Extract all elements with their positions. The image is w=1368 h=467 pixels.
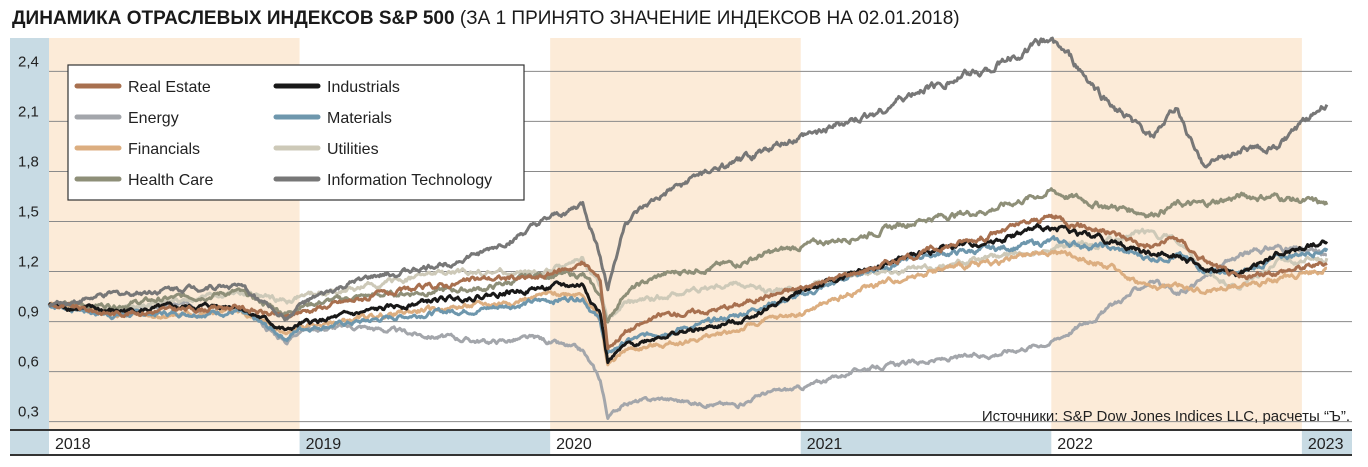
series-line-industrials [47, 222, 1329, 365]
series-line-financials [48, 249, 1328, 367]
series-line-information-technology [48, 36, 1329, 322]
legend-label: Utilities [327, 141, 379, 158]
y-tick-label: 1,2 [18, 254, 39, 271]
chart-title: ДИНАМИКА ОТРАСЛЕВЫХ ИНДЕКСОВ S&P 500 (ЗА… [12, 8, 960, 30]
series-line-real-estate [48, 213, 1328, 351]
x-axis: 2018 2019 2020 2021 2022 2023 [10, 429, 1352, 456]
left-band [10, 38, 49, 430]
y-tick-label: 0,9 [18, 304, 39, 321]
legend-label: Industrials [327, 79, 400, 96]
legend-label: Information Technology [327, 172, 492, 189]
legend: Real Estate Industrials Energy Materials Fin… [67, 64, 525, 201]
y-axis-ticks: 0,3 0,6 0,9 1,2 1,5 1,8 2,1 2,4 [18, 53, 39, 420]
y-tick-label: 1,5 [18, 203, 39, 220]
source-note: Источники: S&P Dow Jones Indices LLC, ра… [982, 408, 1350, 425]
shade-2022 [1051, 38, 1302, 430]
y-tick-label: 2,1 [18, 103, 39, 120]
legend-label: Financials [128, 141, 200, 158]
x-axis-cell-2021 [800, 430, 1052, 455]
legend-label: Real Estate [128, 79, 211, 96]
y-tick-label: 2,4 [18, 53, 39, 70]
x-axis-left-cell [10, 430, 49, 455]
y-tick-label: 0,3 [18, 404, 39, 421]
title-main: ДИНАМИКА ОТРАСЛЕВЫХ ИНДЕКСОВ S&P 500 [12, 8, 455, 29]
x-axis-cell-2023 [1301, 430, 1352, 455]
y-tick-label: 1,8 [18, 153, 39, 170]
y-tick-label: 0,6 [18, 354, 39, 371]
x-tick-label: 2022 [1057, 436, 1093, 453]
legend-label: Health Care [128, 172, 213, 189]
x-tick-label: 2019 [306, 436, 342, 453]
x-axis-band [10, 430, 1352, 455]
x-tick-label: 2020 [556, 436, 592, 453]
series-lines [47, 36, 1329, 420]
legend-label: Energy [128, 110, 179, 127]
x-tick-label: 2023 [1308, 436, 1344, 453]
series-line-health-care [48, 187, 1329, 324]
title-subtitle: (ЗА 1 ПРИНЯТО ЗНАЧЕНИЕ ИНДЕКСОВ НА 02.01… [459, 8, 960, 29]
x-tick-label: 2018 [55, 436, 91, 453]
x-axis-cell-2019 [299, 430, 551, 455]
legend-label: Materials [327, 110, 392, 127]
x-tick-label: 2021 [807, 436, 843, 453]
